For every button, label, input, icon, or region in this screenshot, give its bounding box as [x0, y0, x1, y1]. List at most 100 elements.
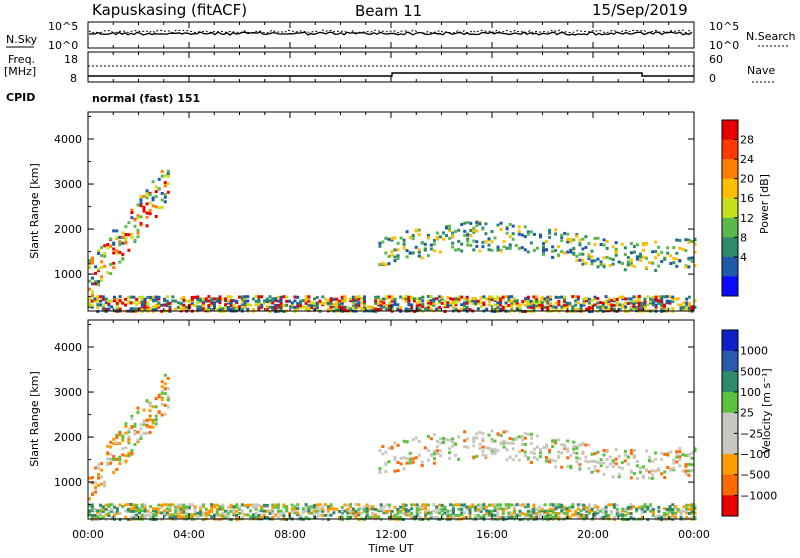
velocity-cell [435, 445, 439, 449]
velocity-cell [545, 459, 548, 463]
velocity-cell [560, 465, 564, 469]
velocity-cell [571, 503, 575, 507]
velocity-cell [596, 507, 600, 511]
power-cell [581, 237, 585, 241]
velocity-cell [671, 503, 675, 507]
velocity-cell [299, 513, 303, 517]
velocity-cell [690, 451, 694, 455]
velocity-cell [693, 503, 697, 507]
power-cell [576, 308, 580, 311]
power-cell [201, 301, 205, 305]
velocity-cell [608, 455, 612, 459]
velocity-cell [560, 451, 564, 455]
velocity-cell [587, 509, 591, 513]
power-cell [126, 299, 130, 303]
velocity-cell [226, 505, 230, 509]
velocity-cell [582, 507, 586, 511]
power-cell [151, 295, 155, 299]
power-cell [507, 303, 511, 307]
velocity-cell [343, 503, 347, 507]
velocity-cell [684, 464, 688, 468]
power-cell [296, 307, 300, 311]
velocity-cell [629, 451, 633, 455]
power-cell [210, 299, 214, 303]
velocity-cell [440, 509, 444, 513]
power-cell [304, 295, 308, 299]
velocity-cell [143, 513, 147, 517]
power-cell [343, 299, 347, 303]
power-cell [601, 301, 605, 305]
power-cell [210, 308, 214, 311]
power-cell [529, 302, 533, 305]
velocity-cell [439, 441, 442, 445]
power-cell [88, 260, 91, 264]
power-cell [602, 256, 606, 260]
velocity-cell [487, 447, 491, 451]
velocity-cell [109, 458, 113, 462]
velocity-cell [113, 513, 116, 517]
velocity-cell [560, 511, 564, 515]
power-cell [215, 299, 219, 303]
power-cell [417, 250, 421, 254]
power-cell [517, 247, 521, 251]
power-cell [274, 307, 278, 311]
velocity-cell [621, 509, 625, 513]
velocity-cell [326, 509, 330, 513]
velocity-cell [529, 507, 533, 511]
velocity-cell [118, 503, 122, 507]
power-cell [585, 297, 589, 301]
power-cell [540, 301, 544, 305]
power-cell [475, 244, 479, 248]
power-cell [99, 295, 103, 299]
power-cell [493, 307, 497, 311]
velocity-cell [296, 503, 300, 507]
power-cell [426, 307, 430, 311]
power-cell [626, 263, 630, 267]
velocity-cell [657, 518, 661, 522]
velocity-cell [568, 505, 572, 509]
velocity-cell [435, 449, 439, 453]
power-cell [154, 190, 158, 194]
power-cell [568, 301, 572, 305]
power-cell [426, 301, 430, 305]
power-cell [642, 242, 645, 245]
velocity-cell [145, 423, 149, 427]
velocity-cell [426, 448, 430, 452]
power-cell [468, 299, 472, 303]
power-cell [471, 297, 475, 301]
power-cell [268, 295, 272, 299]
power-cell [584, 262, 588, 265]
power-cell [449, 297, 453, 301]
power-cell [388, 305, 391, 309]
power-cell [97, 249, 101, 253]
power-cell [587, 310, 591, 314]
velocity-cell [439, 437, 442, 441]
power-cell [157, 206, 161, 210]
power-cell [662, 295, 666, 299]
velocity-cell [324, 503, 328, 507]
velocity-cell [365, 515, 369, 519]
velocity-cell [629, 505, 633, 509]
velocity-cell [378, 467, 382, 471]
power-cell [133, 218, 137, 222]
power-cell [535, 295, 539, 299]
velocity-cell [401, 503, 405, 507]
power-cell [569, 238, 573, 242]
velocity-cell [90, 507, 94, 511]
power-cell [472, 248, 476, 252]
velocity-cell [623, 459, 627, 463]
velocity-cell [179, 505, 183, 509]
power-cell [671, 307, 675, 311]
velocity-cell [399, 505, 403, 509]
power-cell [88, 297, 91, 301]
velocity-cell [221, 507, 225, 511]
power-cell [274, 299, 278, 303]
power-cell [660, 297, 664, 301]
velocity-cell [439, 449, 442, 453]
power-cell [142, 194, 146, 198]
power-cell [115, 229, 119, 233]
power-cell [232, 299, 236, 303]
power-cell [660, 250, 664, 254]
power-cell [385, 297, 389, 301]
velocity-cell [435, 439, 439, 443]
